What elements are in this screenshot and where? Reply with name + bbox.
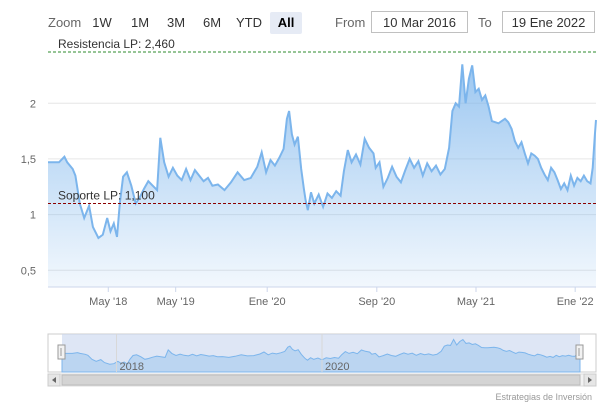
zoom-1w-button[interactable]: 1W bbox=[92, 15, 112, 30]
x-tick-label: May '19 bbox=[157, 296, 195, 308]
navigator-left-handle[interactable] bbox=[57, 344, 66, 360]
range-selector: Zoom 1W 1M 3M 6M YTD All From 10 Mar 201… bbox=[0, 0, 608, 40]
series-area bbox=[48, 64, 596, 287]
credits-text[interactable]: Estrategias de Inversión bbox=[495, 392, 592, 402]
from-label: From bbox=[335, 15, 366, 30]
plot-line-label: Resistencia LP: 2,460 bbox=[58, 37, 175, 51]
scroll-left-arrow-icon[interactable] bbox=[47, 373, 61, 387]
from-date-input[interactable]: 10 Mar 2016 bbox=[371, 11, 468, 33]
y-axis: 0,5 1 1,5 2 bbox=[21, 98, 36, 277]
zoom-label: Zoom bbox=[48, 15, 82, 30]
navigator-year-label: 2018 bbox=[120, 361, 144, 373]
y-tick-label: 2 bbox=[30, 98, 36, 110]
scrollbar-thumb[interactable] bbox=[61, 374, 581, 386]
x-tick-label: Sep '20 bbox=[358, 296, 395, 308]
navigator[interactable]: 2018 2020 bbox=[47, 333, 597, 387]
to-date-input[interactable]: 19 Ene 2022 bbox=[502, 11, 595, 33]
zoom-all-button[interactable]: All bbox=[270, 12, 302, 34]
navigator-labels: 2018 2020 bbox=[116, 334, 349, 373]
navigator-right-handle[interactable] bbox=[575, 344, 584, 360]
navigator-mask[interactable] bbox=[62, 334, 580, 372]
x-axis: May '18 May '19 Ene '20 Sep '20 May '21 Ene '… bbox=[89, 287, 594, 308]
zoom-ytd-button[interactable]: YTD bbox=[236, 15, 262, 30]
x-tick-label: May '21 bbox=[457, 296, 495, 308]
navigator-year-label: 2020 bbox=[325, 361, 349, 373]
y-tick-label: 0,5 bbox=[21, 265, 36, 277]
x-tick-label: Ene '22 bbox=[557, 296, 594, 308]
zoom-3m-button[interactable]: 3M bbox=[166, 15, 186, 30]
scroll-right-arrow-icon[interactable] bbox=[583, 373, 597, 387]
x-tick-label: Ene '20 bbox=[249, 296, 286, 308]
plot-line-label: Soporte LP: 1,100 bbox=[58, 188, 155, 202]
y-tick-label: 1 bbox=[30, 210, 36, 222]
zoom-1m-button[interactable]: 1M bbox=[130, 15, 150, 30]
navigator-series bbox=[61, 338, 581, 373]
x-tick-label: May '18 bbox=[89, 296, 127, 308]
series-line[interactable] bbox=[48, 64, 597, 240]
to-label: To bbox=[478, 15, 492, 30]
plot-lines: Resistencia LP: 2,460 Soporte LP: 1,100 bbox=[48, 37, 596, 204]
y-tick-label: 1,5 bbox=[21, 154, 36, 166]
zoom-6m-button[interactable]: 6M bbox=[202, 15, 222, 30]
